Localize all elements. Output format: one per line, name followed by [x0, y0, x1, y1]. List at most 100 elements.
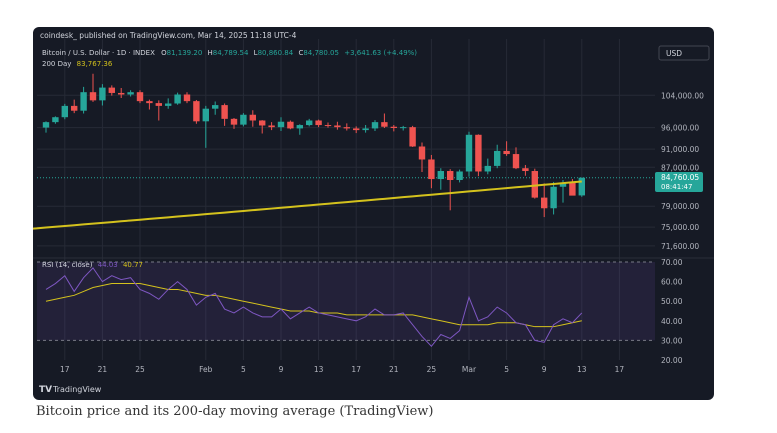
candle-body	[315, 120, 322, 126]
price-badge	[655, 172, 703, 192]
candle-body	[550, 186, 557, 209]
price-tick-label: 91,000.00	[661, 145, 699, 154]
candle	[456, 169, 463, 183]
candle	[249, 110, 256, 127]
candle	[334, 121, 341, 130]
candle	[277, 117, 285, 131]
candle-body	[71, 105, 78, 111]
time-tick-label: 25	[427, 365, 437, 374]
candle-body	[296, 125, 303, 129]
candle	[484, 158, 491, 175]
candle	[259, 120, 266, 134]
tradingview-logo[interactable]: TV TradingView	[39, 385, 102, 395]
candle-body	[183, 94, 191, 102]
candle	[296, 124, 303, 135]
tradingview-chart-panel[interactable]: 104,000.00 96,000.00 91,000.00 87,000.00 79,…	[33, 27, 714, 400]
candle	[127, 90, 134, 97]
time-tick-label: 9	[542, 365, 547, 374]
candle	[165, 98, 172, 109]
candles[interactable]	[42, 73, 585, 218]
candle	[71, 99, 78, 114]
candle-body	[334, 125, 341, 128]
ma-legend: 200 Day 83,767.36	[42, 60, 113, 68]
time-tick-label: 13	[577, 365, 587, 374]
low-value: 80,860.84	[258, 49, 294, 57]
candle-body	[174, 94, 181, 104]
candle	[418, 142, 426, 172]
close-label: C	[298, 49, 303, 57]
tradingview-logo-icon: TV	[39, 385, 52, 395]
candle-body	[127, 92, 134, 95]
price-tick-label: 96,000.00	[661, 124, 699, 133]
candle-body	[108, 87, 115, 93]
ma-200-line[interactable]	[33, 180, 582, 230]
open-label: O	[161, 49, 167, 57]
chart-svg[interactable]: 104,000.00 96,000.00 91,000.00 87,000.00 79,…	[33, 27, 714, 400]
rsi-legend: RSI (14, close) 44.03 40.77	[42, 261, 143, 269]
close-value: 84,780.05	[303, 49, 339, 57]
candle	[390, 125, 397, 132]
candle-body	[287, 121, 294, 129]
candle	[531, 168, 538, 199]
candle-body	[212, 105, 219, 109]
candle	[230, 118, 238, 129]
candle	[52, 116, 59, 124]
candle	[550, 181, 557, 215]
candle-body	[249, 114, 256, 121]
candle-body	[193, 101, 200, 122]
candle	[287, 120, 294, 130]
time-tick-label: 5	[241, 365, 246, 374]
rsi-tick-label: 40.00	[661, 317, 683, 326]
candle	[202, 105, 209, 148]
rsi-axis-labels: 70.00 60.00 50.00 40.00 30.00 20.00	[661, 258, 683, 365]
time-tick-label: 9	[279, 365, 284, 374]
candle-body	[418, 146, 426, 160]
time-tick-label: 17	[60, 365, 70, 374]
candle-body	[362, 128, 369, 131]
open-value: 81,139.20	[167, 49, 203, 57]
rsi-band	[37, 262, 655, 341]
candle-body	[136, 92, 144, 102]
candle-body	[390, 126, 397, 128]
candle-body	[118, 92, 125, 95]
candle	[503, 141, 510, 156]
candle	[465, 131, 473, 177]
candle-body	[343, 127, 350, 129]
symbol-name: Bitcoin / U.S. Dollar · 1D · INDEX	[42, 49, 155, 57]
low-label: L	[254, 49, 258, 57]
candle-body	[522, 168, 529, 172]
candle	[409, 125, 416, 147]
time-tick-label: 13	[314, 365, 324, 374]
candle-body	[371, 122, 379, 129]
gridlines	[37, 39, 655, 360]
candle	[99, 84, 106, 106]
attribution-text: coindesk_ published on TradingView.com, …	[40, 31, 297, 40]
rsi-line[interactable]	[45, 267, 583, 348]
candle	[42, 121, 50, 133]
candle-body	[484, 165, 491, 172]
candle	[494, 144, 501, 169]
candle-body	[259, 120, 266, 126]
currency-box[interactable]	[658, 45, 710, 61]
ma-label: 200 Day	[42, 60, 71, 68]
candle	[447, 169, 454, 211]
candle	[522, 164, 529, 176]
rsi-tick-label: 50.00	[661, 297, 683, 306]
candle-body	[155, 103, 162, 106]
price-tick-label: 104,000.00	[661, 91, 704, 100]
candle	[108, 85, 115, 96]
candle	[212, 101, 219, 115]
time-tick-label: 17	[351, 365, 361, 374]
candle-body	[512, 154, 520, 169]
candle-body	[89, 92, 97, 101]
candle	[221, 103, 228, 126]
time-tick-label: 21	[389, 365, 399, 374]
time-tick-label: 17	[615, 365, 625, 374]
candle-body	[324, 125, 332, 127]
candle-body	[221, 105, 228, 119]
candle	[324, 122, 332, 128]
candle-body	[465, 134, 473, 172]
figure-caption: Bitcoin price and its 200-day moving ave…	[36, 404, 434, 419]
candle-body	[353, 128, 360, 131]
price-tick-label: 75,000.00	[661, 223, 699, 232]
